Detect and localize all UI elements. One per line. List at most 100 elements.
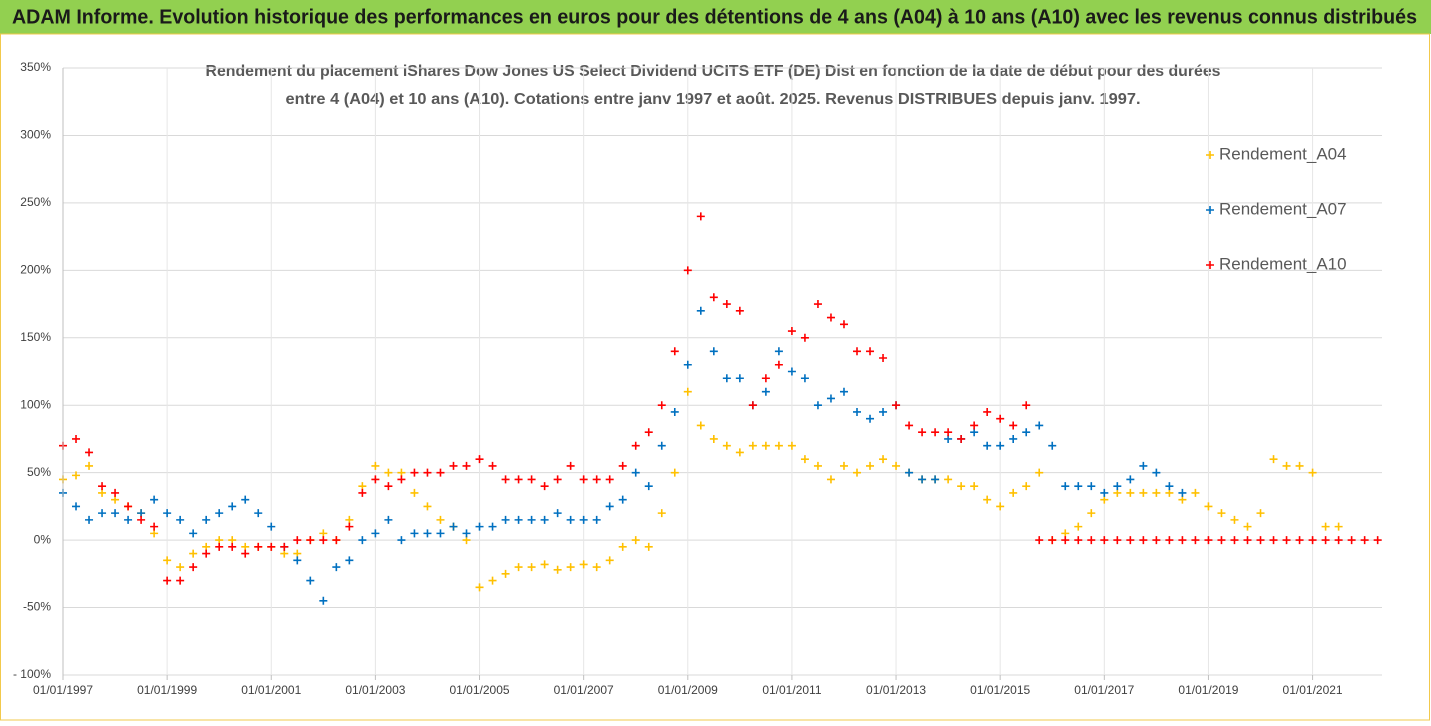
point	[332, 563, 341, 572]
x-tick-label: 01/01/2001	[241, 683, 301, 697]
x-tick-label: 01/01/2017	[1074, 683, 1134, 697]
legend-label: Rendement_A07	[1219, 199, 1347, 218]
point	[514, 475, 523, 484]
point	[1087, 509, 1096, 518]
point	[944, 434, 953, 443]
point	[423, 502, 432, 511]
point	[1087, 536, 1096, 545]
point	[150, 529, 159, 538]
point	[592, 563, 601, 572]
point	[371, 475, 380, 484]
point	[72, 471, 81, 480]
point	[488, 461, 497, 470]
point	[462, 529, 471, 538]
point	[189, 563, 198, 572]
point	[1178, 536, 1187, 545]
point	[722, 374, 731, 383]
point	[124, 515, 133, 524]
point	[1191, 488, 1200, 497]
point	[761, 441, 770, 450]
point	[189, 529, 198, 538]
point	[553, 509, 562, 518]
point	[254, 542, 263, 551]
point	[176, 515, 185, 524]
point	[696, 212, 705, 221]
point	[605, 475, 614, 484]
point	[397, 536, 406, 545]
title-banner	[0, 0, 1431, 34]
point	[1334, 522, 1343, 531]
point	[579, 515, 588, 524]
legend-label: Rendement_A10	[1219, 254, 1347, 273]
point	[735, 374, 744, 383]
point	[1308, 536, 1317, 545]
x-tick-label: 01/01/2015	[970, 683, 1030, 697]
y-tick-label: 350%	[20, 60, 51, 74]
point	[540, 515, 549, 524]
point	[1347, 536, 1356, 545]
x-tick-label: 01/01/2011	[762, 683, 821, 697]
point	[202, 542, 211, 551]
point	[72, 434, 81, 443]
y-tick-label: 300%	[20, 128, 51, 142]
point	[774, 347, 783, 356]
point	[696, 306, 705, 315]
point	[787, 441, 796, 450]
point	[384, 482, 393, 491]
point	[566, 515, 575, 524]
y-tick-label: 0%	[34, 532, 52, 546]
point	[514, 563, 523, 572]
point	[540, 560, 549, 569]
point	[1126, 488, 1135, 497]
point	[1230, 536, 1239, 545]
point	[436, 515, 445, 524]
point	[983, 407, 992, 416]
x-tick-label: 01/01/2021	[1283, 683, 1343, 697]
point	[111, 495, 120, 504]
point	[892, 461, 901, 470]
point	[293, 536, 302, 545]
point	[644, 428, 653, 437]
point	[1113, 488, 1122, 497]
point	[384, 515, 393, 524]
point	[813, 461, 822, 470]
point	[319, 529, 328, 538]
point	[1009, 421, 1018, 430]
point	[800, 455, 809, 464]
point	[267, 542, 276, 551]
point	[761, 387, 770, 396]
point	[1152, 536, 1161, 545]
point	[527, 475, 536, 484]
chart-subtitle: Rendement du placement iShares Dow Jones…	[206, 63, 1221, 80]
point	[228, 536, 237, 545]
point	[1113, 482, 1122, 491]
point	[332, 536, 341, 545]
point	[1035, 468, 1044, 477]
point	[124, 502, 133, 511]
point	[475, 455, 484, 464]
y-tick-label: 50%	[27, 465, 51, 479]
point	[631, 441, 640, 450]
legend-marker	[1206, 206, 1214, 214]
point	[241, 495, 250, 504]
plot-area	[59, 212, 1382, 605]
point	[774, 360, 783, 369]
point	[709, 434, 718, 443]
point	[866, 461, 875, 470]
point	[267, 522, 276, 531]
point	[1243, 522, 1252, 531]
point	[501, 569, 510, 578]
point	[996, 441, 1005, 450]
point	[1152, 468, 1161, 477]
point	[293, 549, 302, 558]
point	[540, 482, 549, 491]
point	[839, 461, 848, 470]
point	[683, 266, 692, 275]
point	[709, 293, 718, 302]
point	[410, 529, 419, 538]
point	[853, 347, 862, 356]
point	[983, 495, 992, 504]
point	[306, 536, 315, 545]
point	[410, 488, 419, 497]
